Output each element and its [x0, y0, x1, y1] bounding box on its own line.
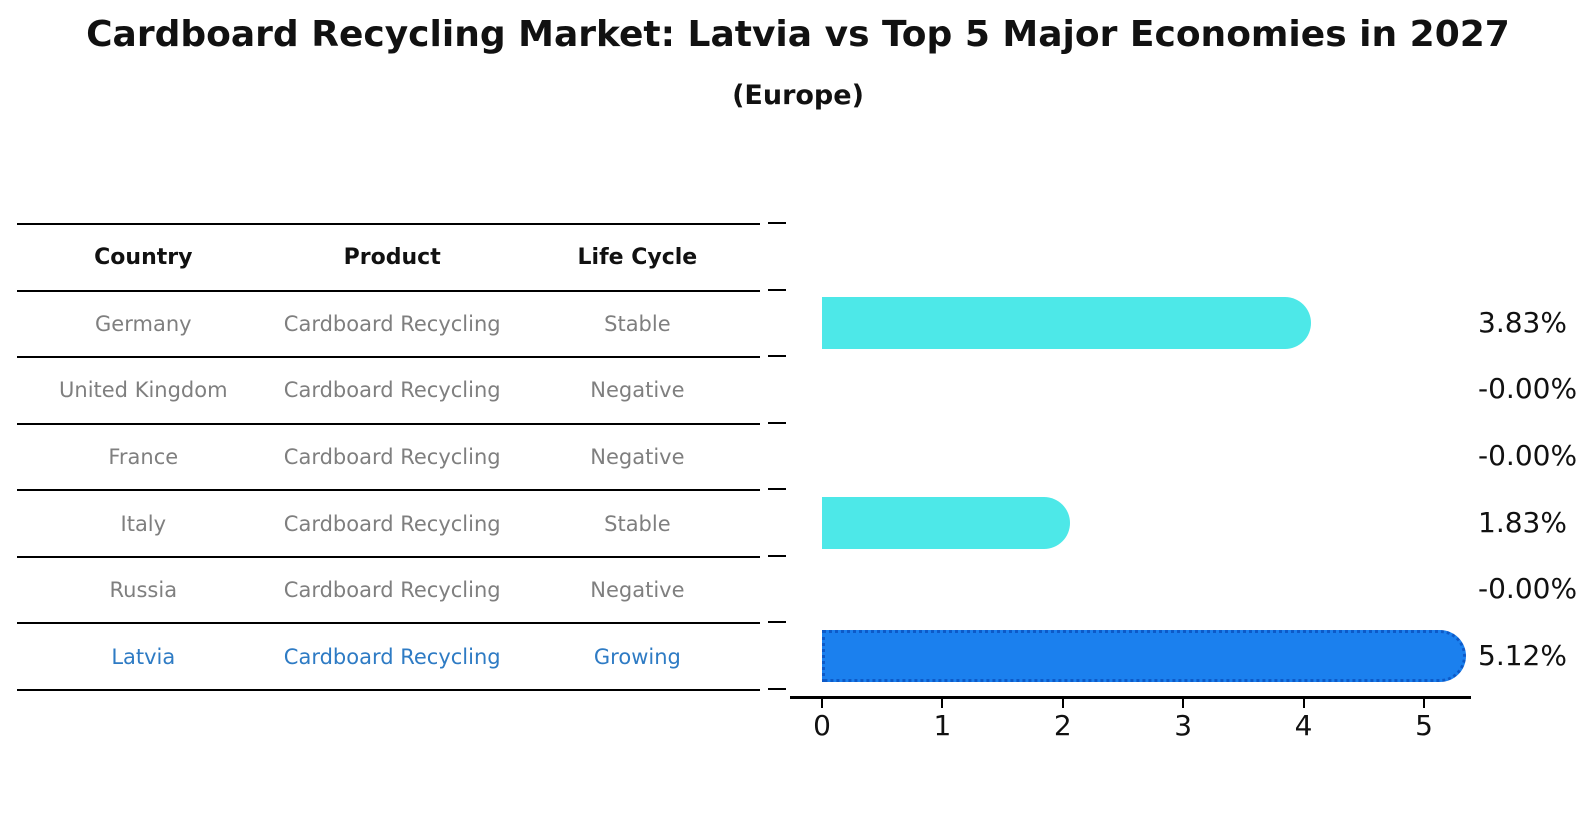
value-label-germany: 3.83% [1478, 305, 1567, 339]
bar-italy [822, 496, 1071, 549]
x-axis-tick-label: 2 [1053, 709, 1072, 742]
cell-life-cycle: Stable [604, 311, 671, 336]
cell-country: Italy [120, 511, 167, 536]
x-axis-tick [1061, 699, 1064, 708]
x-axis-tick [1182, 699, 1185, 708]
cell-life-cycle: Stable [604, 511, 671, 536]
y-axis-tick [768, 621, 786, 624]
x-axis-tick-label: 4 [1294, 709, 1313, 742]
y-axis-tick [768, 355, 786, 358]
cell-product: Cardboard Recycling [283, 511, 501, 536]
y-axis-tick [768, 688, 786, 690]
comparison-table: Country Product Life Cycle Germany Cardb… [17, 223, 760, 691]
y-axis-tick [768, 288, 786, 291]
y-axis-tick [768, 222, 786, 224]
bar-chart-plot-area: 0 1 2 3 4 5 [768, 222, 1471, 742]
header-product: Product [343, 244, 441, 270]
x-axis-tick [1423, 699, 1425, 708]
cell-life-cycle: Growing [593, 644, 681, 669]
cell-life-cycle: Negative [590, 578, 685, 603]
cell-country: Latvia [111, 644, 176, 669]
cell-country: United Kingdom [59, 378, 228, 403]
cell-product: Cardboard Recycling [283, 445, 501, 470]
y-axis-tick [768, 554, 786, 557]
bar-germany [822, 296, 1312, 349]
value-label-latvia: 5.12% [1478, 638, 1567, 672]
header-life-cycle: Life Cycle [577, 244, 698, 270]
chart-subtitle: (Europe) [732, 80, 864, 111]
cell-product: Cardboard Recycling [283, 378, 501, 403]
cell-product: Cardboard Recycling [283, 644, 501, 669]
x-axis-tick [941, 699, 944, 708]
y-axis-tick [768, 488, 786, 491]
value-label-united-kingdom: -0.00% [1478, 372, 1578, 406]
header-country: Country [94, 244, 193, 270]
cell-life-cycle: Negative [590, 378, 685, 403]
table-row-france: France Cardboard Recycling Negative [17, 422, 760, 490]
table-row-latvia: Latvia Cardboard Recycling Growing [17, 622, 760, 689]
x-axis-tick-label: 3 [1174, 709, 1193, 742]
x-axis-tick-label: 1 [933, 709, 952, 742]
value-label-column: 3.83% -0.00% -0.00% 1.83% -0.00% 5.12% [1478, 223, 1596, 689]
cell-product: Cardboard Recycling [283, 311, 501, 336]
table-row-germany: Germany Cardboard Recycling Stable [17, 289, 760, 357]
x-axis-tick [1302, 699, 1305, 708]
chart-title: Cardboard Recycling Market: Latvia vs To… [86, 14, 1510, 55]
cell-country: Russia [109, 578, 178, 603]
x-axis-tick-label: 0 [813, 709, 831, 742]
value-label-italy: 1.83% [1478, 505, 1567, 539]
cell-product: Cardboard Recycling [283, 578, 501, 603]
bar-latvia [822, 629, 1467, 682]
table-row-russia: Russia Cardboard Recycling Negative [17, 555, 760, 623]
table-header-row: Country Product Life Cycle [17, 223, 760, 290]
x-axis-tick-label: 5 [1415, 709, 1433, 742]
value-label-russia: -0.00% [1478, 572, 1578, 606]
cell-life-cycle: Negative [590, 445, 685, 470]
x-axis-tick [821, 699, 823, 708]
y-axis-tick [768, 421, 786, 424]
table-row-italy: Italy Cardboard Recycling Stable [17, 489, 760, 556]
value-label-france: -0.00% [1478, 439, 1578, 472]
cell-country: Germany [95, 311, 192, 336]
cell-country: France [108, 445, 179, 470]
table-row-united-kingdom: United Kingdom Cardboard Recycling Negat… [17, 356, 760, 423]
